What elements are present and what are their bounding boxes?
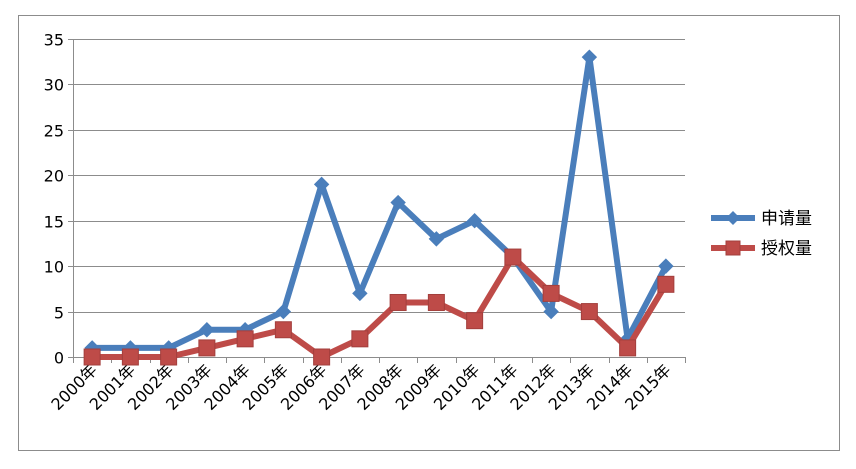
data-point-marker — [466, 312, 484, 330]
y-tick-label-0: 0 — [54, 349, 64, 368]
data-point-marker — [389, 293, 407, 311]
y-tick-label-5: 5 — [54, 304, 64, 323]
data-point-marker — [543, 303, 559, 320]
data-point-marker — [236, 330, 254, 348]
data-point-marker — [198, 339, 216, 357]
data-point-marker — [427, 293, 445, 311]
data-point-marker — [580, 303, 598, 321]
legend-diamond-marker — [726, 211, 740, 225]
legend-item-1: 申请量 — [711, 209, 812, 229]
data-point-marker — [504, 248, 522, 266]
series-1 — [84, 49, 674, 356]
series-lines — [83, 49, 675, 366]
data-point-marker — [658, 258, 674, 274]
series-2 — [83, 248, 675, 366]
data-point-marker — [466, 213, 483, 229]
data-point-marker — [83, 348, 101, 366]
data-point-marker — [581, 49, 598, 65]
data-point-marker — [275, 303, 292, 320]
y-tick-label-35: 35 — [44, 31, 64, 50]
legend-label: 申请量 — [761, 209, 812, 229]
data-point-marker — [313, 348, 331, 366]
data-point-marker — [274, 321, 292, 339]
data-point-marker — [199, 322, 215, 338]
data-point-marker — [313, 176, 330, 193]
y-tick-label-20: 20 — [44, 167, 64, 186]
legend-item-2: 授权量 — [711, 239, 812, 259]
y-tick-label-25: 25 — [44, 122, 64, 141]
legend-square-marker — [725, 240, 741, 256]
series-line-1 — [89, 54, 669, 351]
data-point-marker — [121, 348, 139, 366]
data-point-marker — [657, 275, 675, 293]
data-point-marker — [352, 285, 368, 302]
data-point-marker — [428, 231, 445, 247]
y-tick-label-15: 15 — [44, 213, 64, 232]
data-point-marker — [351, 330, 369, 348]
data-point-marker — [542, 284, 560, 302]
y-tick-label-30: 30 — [44, 76, 64, 95]
legend-label: 授权量 — [761, 239, 812, 259]
series-line-2 — [89, 254, 669, 360]
y-tick-label-10: 10 — [44, 258, 64, 277]
data-point-marker — [160, 348, 178, 366]
data-point-marker — [390, 194, 406, 211]
data-point-marker — [619, 339, 637, 357]
